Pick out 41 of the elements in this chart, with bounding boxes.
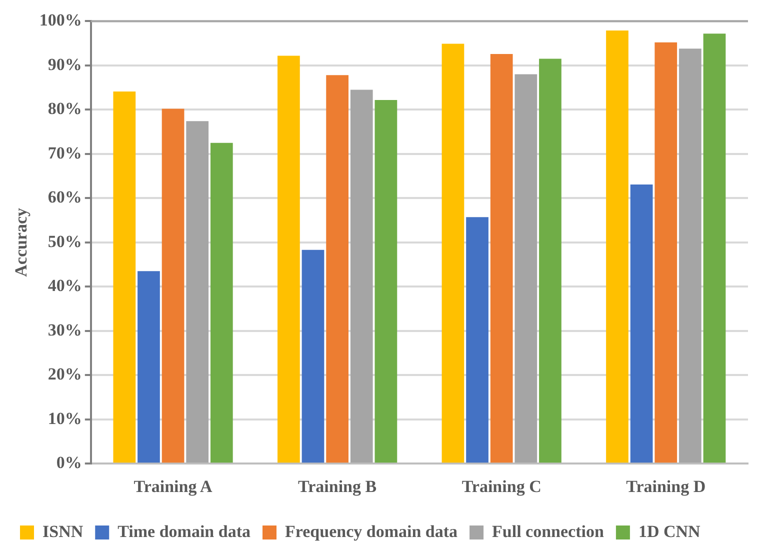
legend-label: Frequency domain data — [284, 522, 458, 541]
bar — [654, 42, 678, 463]
bar — [374, 100, 398, 463]
y-tick-label: 40% — [48, 276, 82, 296]
bar — [678, 48, 702, 463]
y-tick-label: 80% — [48, 99, 82, 118]
bar — [113, 92, 136, 463]
legend-label: Full connection — [492, 522, 604, 541]
bar — [302, 250, 324, 463]
y-tick-label: 10% — [48, 408, 82, 428]
x-tick-label: Training A — [134, 477, 214, 496]
legend-label: ISNN — [42, 522, 84, 541]
bar — [514, 74, 538, 463]
y-tick-label: 100% — [39, 10, 82, 30]
bar — [278, 56, 300, 463]
y-tick-label: 90% — [48, 54, 82, 74]
bar — [442, 44, 464, 463]
bar — [186, 121, 209, 463]
bar — [490, 54, 513, 463]
bar — [326, 75, 348, 463]
x-tick-label: Training B — [298, 477, 377, 496]
bar — [703, 34, 726, 463]
bar — [466, 217, 488, 463]
y-tick-label: 60% — [48, 188, 82, 207]
bar — [210, 142, 233, 463]
y-tick-label: 50% — [48, 232, 82, 251]
x-tick-label: Training C — [462, 477, 542, 496]
y-tick-label: 0% — [56, 452, 82, 472]
y-tick-label: 30% — [48, 320, 82, 340]
bar — [350, 90, 373, 463]
bar — [138, 271, 160, 463]
x-tick-label: Training D — [626, 477, 706, 496]
y-axis-title: Accuracy — [12, 207, 31, 277]
bar — [162, 108, 184, 463]
y-tick-label: 20% — [48, 364, 82, 384]
legend-label: 1D CNN — [638, 522, 702, 541]
y-tick-label: 70% — [48, 143, 82, 162]
bar — [606, 30, 628, 463]
legend-label: Time domain data — [118, 522, 251, 541]
bar — [539, 58, 562, 463]
bar — [630, 184, 653, 463]
